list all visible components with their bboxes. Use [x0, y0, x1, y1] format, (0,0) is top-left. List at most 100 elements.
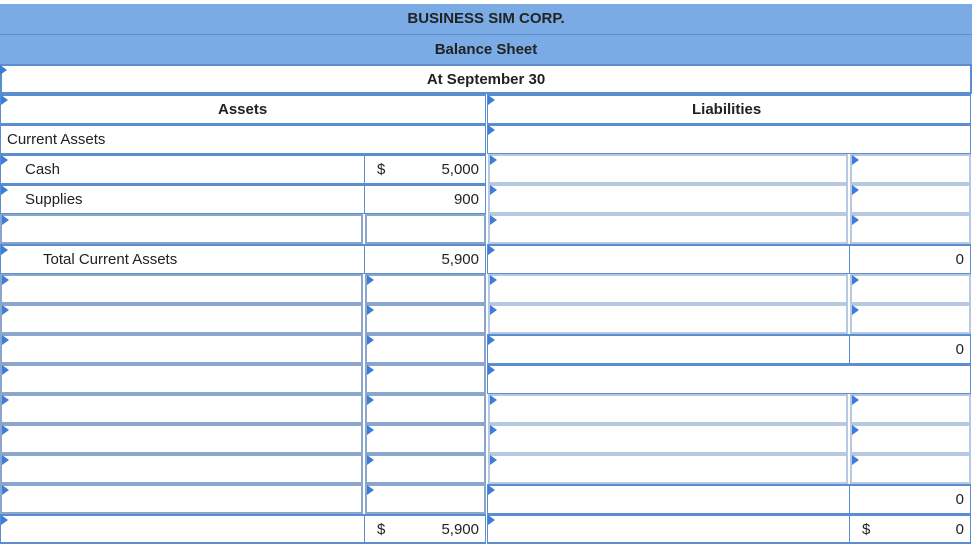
asset-label-input[interactable] [0, 394, 363, 424]
equity-section-label-cell[interactable] [487, 364, 971, 394]
input-marker-icon [488, 515, 495, 525]
input-marker-icon [2, 455, 9, 465]
liability-total-label-cell[interactable] [487, 244, 849, 274]
input-marker-icon [488, 95, 495, 105]
liability-amount-input[interactable] [850, 424, 971, 454]
input-marker-icon [2, 335, 9, 345]
input-marker-icon [490, 185, 497, 195]
liability-label-input[interactable] [488, 394, 848, 424]
liability-amount-input[interactable] [850, 274, 971, 304]
asset-label-input[interactable] [0, 304, 363, 334]
liability-label-input[interactable] [488, 214, 848, 244]
input-marker-icon [852, 425, 859, 435]
total-liabilities-label-cell[interactable] [487, 514, 849, 544]
input-marker-icon [367, 335, 374, 345]
input-marker-icon [852, 215, 859, 225]
liability-amount-input[interactable] [850, 214, 971, 244]
asset-label-input[interactable] [0, 214, 363, 244]
table-row [0, 304, 976, 334]
liability-label-input[interactable] [488, 184, 848, 214]
liability-amount-input[interactable] [850, 154, 971, 184]
liability-total-label-cell[interactable] [487, 484, 849, 514]
input-marker-icon [1, 515, 8, 525]
supplies-label-cell[interactable]: Supplies [0, 184, 364, 214]
asset-amount-input[interactable] [365, 214, 486, 244]
liability-total-amount: 0 [955, 341, 964, 358]
table-row: Cash $ 5,000 [0, 154, 976, 184]
table-row [0, 394, 976, 424]
input-marker-icon [367, 395, 374, 405]
asset-amount-input[interactable] [365, 364, 486, 394]
table-row [0, 274, 976, 304]
liability-amount-input[interactable] [850, 304, 971, 334]
input-marker-icon [2, 485, 9, 495]
liability-label-input[interactable] [488, 154, 848, 184]
table-row [0, 424, 976, 454]
total-liabilities-amount-cell[interactable]: $ 0 [849, 514, 971, 544]
liability-label-input[interactable] [488, 274, 848, 304]
asset-label-input[interactable] [0, 364, 363, 394]
input-marker-icon [852, 155, 859, 165]
asset-amount-input[interactable] [365, 424, 486, 454]
cash-amount-cell[interactable]: $ 5,000 [364, 154, 486, 184]
input-marker-icon [488, 365, 495, 375]
company-title: BUSINESS SIM CORP. [0, 4, 972, 34]
liabilities-column-header[interactable]: Liabilities [487, 94, 971, 124]
asset-label-input[interactable] [0, 334, 363, 364]
table-row [0, 214, 976, 244]
liability-label-cell[interactable] [487, 124, 971, 154]
input-marker-icon [852, 275, 859, 285]
column-header-row: Assets Liabilities [0, 94, 976, 124]
currency-symbol: $ [862, 521, 871, 538]
input-marker-icon [1, 245, 8, 255]
cash-amount: 5,000 [441, 161, 479, 178]
asset-label-input[interactable] [0, 424, 363, 454]
liabilities-header-label: Liabilities [692, 101, 762, 118]
table-row: Total Current Assets 5,900 0 [0, 244, 976, 274]
input-marker-icon [490, 425, 497, 435]
liability-amount-input[interactable] [850, 394, 971, 424]
asset-amount-input[interactable] [365, 454, 486, 484]
input-marker-icon [488, 125, 495, 135]
liability-amount-input[interactable] [850, 454, 971, 484]
input-marker-icon [2, 215, 9, 225]
asset-amount-input[interactable] [365, 334, 486, 364]
asset-amount-input[interactable] [365, 484, 486, 514]
current-assets-label-cell[interactable]: Current Assets [0, 124, 486, 154]
liability-total-amount-cell[interactable]: 0 [849, 244, 971, 274]
input-marker-icon [488, 485, 495, 495]
asset-label-input[interactable] [0, 484, 363, 514]
input-marker-icon [852, 395, 859, 405]
supplies-amount-cell[interactable]: 900 [364, 184, 486, 214]
liability-total-amount: 0 [955, 251, 964, 268]
liability-total-label-cell[interactable] [487, 334, 849, 364]
total-assets-amount-cell[interactable]: $ 5,900 [364, 514, 486, 544]
liability-amount-input[interactable] [850, 184, 971, 214]
statement-title: Balance Sheet [0, 34, 972, 64]
table-row: $ 5,900 $ 0 [0, 514, 976, 544]
liability-label-input[interactable] [488, 424, 848, 454]
liability-label-input[interactable] [488, 304, 848, 334]
liability-total-amount-cell[interactable]: 0 [849, 334, 971, 364]
statement-date[interactable]: At September 30 [0, 64, 972, 94]
input-marker-icon [490, 215, 497, 225]
asset-amount-input[interactable] [365, 274, 486, 304]
table-row: Current Assets [0, 124, 976, 154]
asset-label-input[interactable] [0, 454, 363, 484]
input-marker-icon [2, 395, 9, 405]
asset-label-input[interactable] [0, 274, 363, 304]
current-assets-label: Current Assets [7, 131, 106, 148]
liability-label-input[interactable] [488, 454, 848, 484]
total-assets-label-cell[interactable] [0, 514, 364, 544]
total-current-assets-amount-cell[interactable]: 5,900 [364, 244, 486, 274]
liability-total-amount-cell[interactable]: 0 [849, 484, 971, 514]
asset-amount-input[interactable] [365, 304, 486, 334]
input-marker-icon [1, 185, 8, 195]
total-current-assets-label-cell[interactable]: Total Current Assets [0, 244, 364, 274]
assets-column-header[interactable]: Assets [0, 94, 486, 124]
cash-label-cell[interactable]: Cash [0, 154, 364, 184]
table-row: 0 [0, 334, 976, 364]
asset-amount-input[interactable] [365, 394, 486, 424]
input-marker-icon [490, 305, 497, 315]
input-marker-icon [2, 425, 9, 435]
